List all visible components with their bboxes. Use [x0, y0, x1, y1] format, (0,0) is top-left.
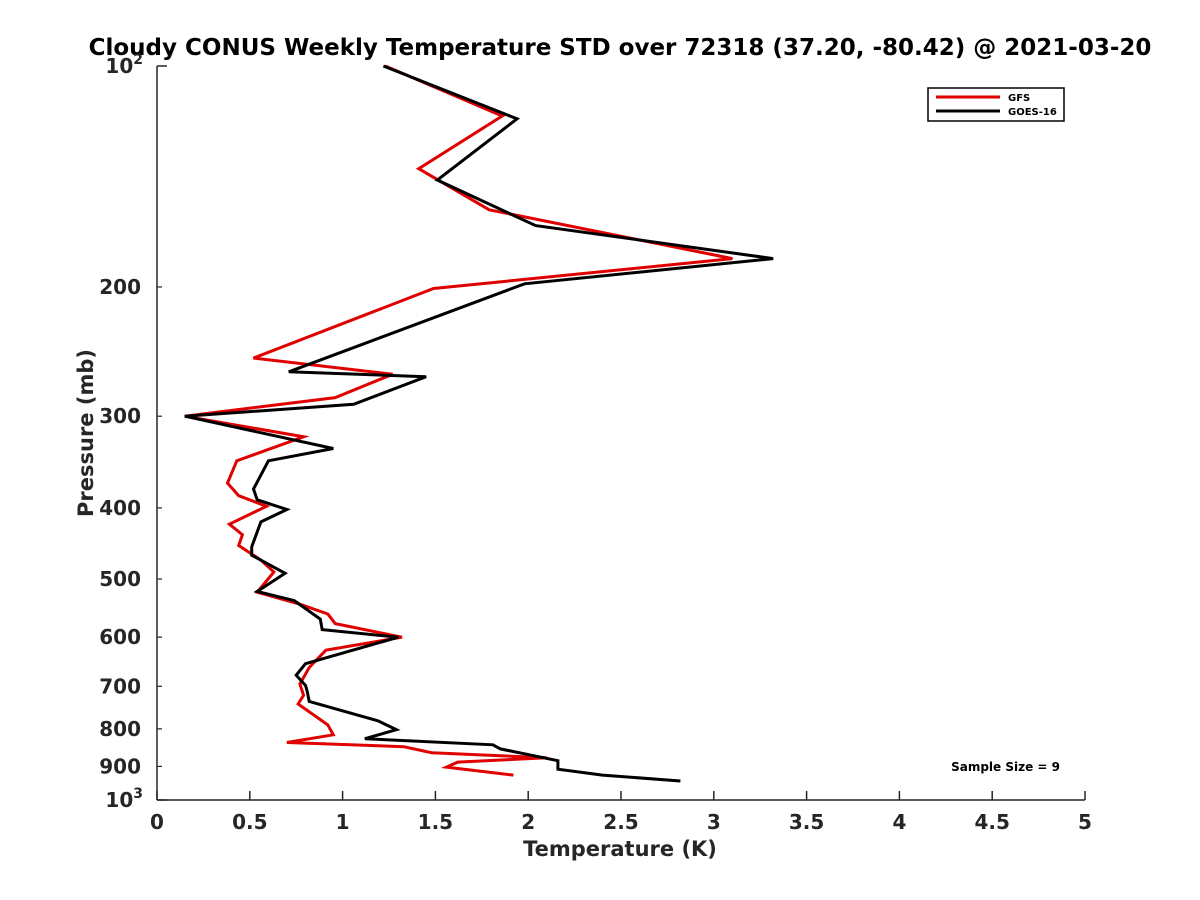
chart-title: Cloudy CONUS Weekly Temperature STD over… [89, 35, 1152, 61]
legend-label: GFS [1008, 93, 1030, 104]
y-tick-label-base: 10 [105, 54, 133, 78]
series-layer [184, 64, 774, 783]
y-tick-label-exponent: 3 [133, 786, 143, 802]
y-tick-label: 102 [105, 52, 143, 78]
x-tick-label: 2 [521, 810, 535, 834]
series-line-gfs [184, 64, 733, 777]
y-tick-label: 500 [99, 567, 141, 591]
sample-size-annotation: Sample Size = 9 [951, 760, 1060, 774]
series-line-goes-16 [184, 64, 774, 783]
chart-legend: GFS GOES-16 [927, 87, 1065, 122]
y-tick-label: 300 [99, 404, 141, 428]
x-tick-label: 1.5 [418, 810, 453, 834]
x-tick-label: 1 [336, 810, 350, 834]
y-tick-label-exponent: 2 [133, 52, 143, 68]
y-tick-label: 900 [99, 754, 141, 778]
y-axis-label: Pressure (mb) [74, 349, 98, 517]
x-tick-label: 4.5 [974, 810, 1009, 834]
y-tick-label: 200 [99, 275, 141, 299]
x-tick-label: 5 [1078, 810, 1092, 834]
y-tick-label-base: 10 [105, 788, 133, 812]
x-tick-label: 4 [892, 810, 906, 834]
legend-box [927, 87, 1065, 122]
x-tick-label: 2.5 [603, 810, 638, 834]
legend-label: GOES-16 [1008, 107, 1057, 118]
x-tick-label: 0.5 [232, 810, 267, 834]
x-tick-label: 0 [150, 810, 164, 834]
x-tick-label: 3.5 [789, 810, 824, 834]
x-tick-label: 3 [707, 810, 721, 834]
y-tick-label: 700 [99, 674, 141, 698]
y-tick-label: 600 [99, 625, 141, 649]
y-tick-label: 400 [99, 496, 141, 520]
y-tick-label: 800 [99, 717, 141, 741]
plot-axes: 0 0.5 1 1.5 2 2.5 3 3.5 4 4.5 51022003004005006007… [99, 52, 1092, 834]
y-tick-label: 103 [105, 786, 143, 812]
x-axis-label: Temperature (K) [523, 837, 717, 861]
